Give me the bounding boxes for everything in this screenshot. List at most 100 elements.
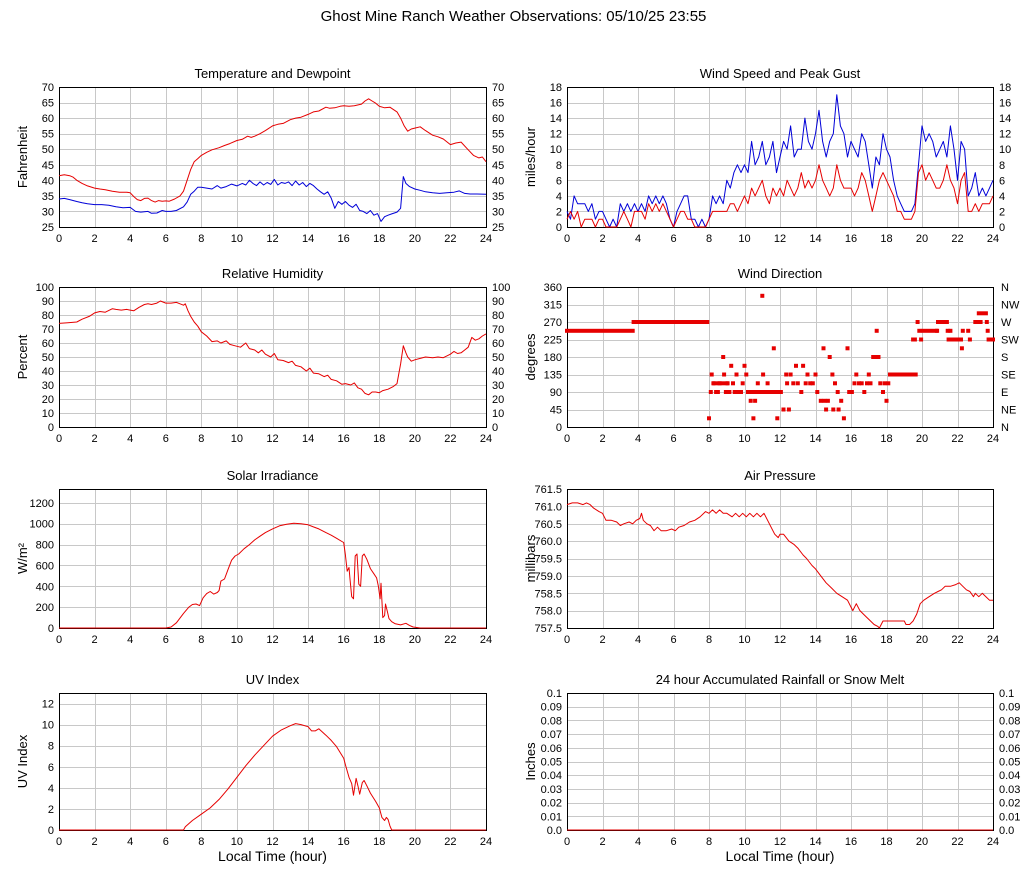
direction-point	[830, 372, 835, 377]
x-tick-label: 12	[774, 233, 786, 245]
compass-label: N	[1001, 282, 1009, 294]
gridlines	[567, 693, 994, 831]
x-tick-label: 12	[774, 836, 786, 848]
x-tick-label: 16	[338, 433, 350, 445]
y-tick-label: 30	[42, 380, 54, 392]
direction-point	[945, 328, 950, 333]
x-tick-label: 8	[706, 233, 712, 245]
x-axis-labels: 0 2 4 6 8 10 12 14 16 18 20 22 24	[56, 433, 492, 445]
x-tick-label: 2	[92, 634, 98, 646]
x-tick-label: 16	[338, 836, 350, 848]
chart-title: Relative Humidity	[222, 266, 324, 281]
y-tick-label: 35	[42, 191, 54, 203]
direction-point	[715, 390, 720, 394]
gridlines	[59, 489, 487, 629]
y-tick-label: 90	[550, 387, 562, 399]
y-tick-label: 759.5	[534, 554, 562, 566]
direction-run	[936, 320, 949, 324]
series-uv-index	[59, 723, 486, 831]
direction-point	[868, 381, 873, 386]
x-tick-label: 6	[163, 233, 169, 245]
y-tick-label: 12	[550, 129, 562, 141]
x-tick-label: 2	[599, 233, 605, 245]
direction-point	[784, 372, 789, 377]
compass-label: E	[1001, 387, 1008, 399]
direction-point	[859, 381, 864, 386]
y-tick-label-right: 55	[492, 129, 504, 141]
y-tick-label-right: 40	[492, 175, 504, 187]
plot-border	[567, 489, 994, 629]
direction-point	[731, 381, 735, 386]
x-tick-label: 0	[56, 836, 62, 848]
y-axis-labels: 0 2 4 6 8 10 12	[42, 699, 54, 837]
direction-point	[751, 416, 756, 421]
y-axis-labels: 0 200 400 600 800 1000 1200	[30, 498, 54, 635]
y-tick-label: 0	[556, 222, 562, 234]
x-tick-label: 12	[774, 634, 786, 646]
x-tick-label: 20	[916, 233, 928, 245]
direction-point	[760, 293, 765, 298]
x-tick-label: 8	[706, 433, 712, 445]
y-tick-label: 0.01	[541, 811, 562, 823]
x-tick-label: 14	[302, 233, 314, 245]
direction-point	[711, 381, 716, 386]
x-tick-label: 24	[480, 433, 492, 445]
x-tick-label: 2	[92, 836, 98, 848]
y-tick-label-right: 10	[492, 408, 504, 420]
x-tick-label: 16	[845, 433, 857, 445]
x-tick-label: 18	[373, 634, 385, 646]
x-tick-label: 10	[231, 634, 243, 646]
x-tick-label: 12	[266, 836, 278, 848]
y-tick-label-right: 30	[492, 380, 504, 392]
y-tick-label: 8	[556, 160, 562, 172]
x-tick-label: 6	[163, 836, 169, 848]
y-tick-label: 0	[556, 422, 562, 434]
x-tick-label: 2	[92, 233, 98, 245]
y-tick-label-right: 70	[492, 82, 504, 94]
x-tick-label: 14	[302, 433, 314, 445]
chart-rainfall: 24 hour Accumulated Rainfall or Snow Mel…	[523, 672, 1020, 864]
gridlines	[567, 287, 994, 428]
x-tick-label: 4	[127, 836, 133, 848]
plot-border	[59, 693, 487, 831]
y-tick-label: 40	[42, 175, 54, 187]
y-axis-labels: 25 25 30 30 35 35 40 40 45 45 50 50 55 55 60 60 65 65 70 70	[42, 82, 505, 234]
y-tick-label-right: 0.07	[999, 729, 1020, 741]
chart-air-pressure: Air Pressure 757.5 758.0 758.5 759.0 759.5 760…	[523, 468, 999, 646]
direction-point	[878, 381, 883, 386]
y-axis-labels: 0 0 10 10 20 20 30 30 40 40 50 50 60 60 70 70 80 80 90 90 10…	[36, 282, 511, 434]
direction-point	[725, 381, 730, 386]
x-tick-label: 12	[266, 634, 278, 646]
x-tick-label: 8	[198, 433, 204, 445]
y-tick-label-right: 50	[492, 144, 504, 156]
x-tick-label: 16	[845, 233, 857, 245]
y-tick-label: 65	[42, 98, 54, 110]
y-tick-label-right: 60	[492, 338, 504, 350]
y-tick-label-right: 20	[492, 394, 504, 406]
y-tick-label-right: 2	[999, 206, 1005, 218]
direction-point	[978, 320, 983, 324]
y-tick-label: 0.05	[541, 757, 562, 769]
y-tick-label: 40	[42, 366, 54, 378]
direction-point	[873, 355, 877, 359]
x-tick-label: 10	[231, 836, 243, 848]
plot-border	[59, 287, 487, 428]
direction-point	[835, 390, 840, 394]
x-tick-label: 14	[302, 836, 314, 848]
y-tick-label-right: 8	[999, 160, 1005, 172]
x-tick-label: 0	[56, 233, 62, 245]
page-title: Ghost Mine Ranch Weather Observations: 0…	[320, 8, 707, 25]
y-tick-label-right: 0.08	[999, 715, 1020, 727]
direction-point	[801, 363, 806, 368]
y-tick-label: 761.5	[534, 484, 562, 496]
plot-border	[59, 87, 487, 228]
direction-point	[831, 407, 836, 412]
chart-title: Temperature and Dewpoint	[194, 66, 350, 81]
direction-point	[788, 372, 793, 377]
x-tick-label: 4	[635, 233, 641, 245]
chart-title: Wind Direction	[738, 266, 823, 281]
y-tick-label: 800	[36, 540, 54, 552]
direction-point	[857, 381, 861, 386]
plot-border	[567, 287, 994, 428]
x-tick-label: 6	[163, 634, 169, 646]
